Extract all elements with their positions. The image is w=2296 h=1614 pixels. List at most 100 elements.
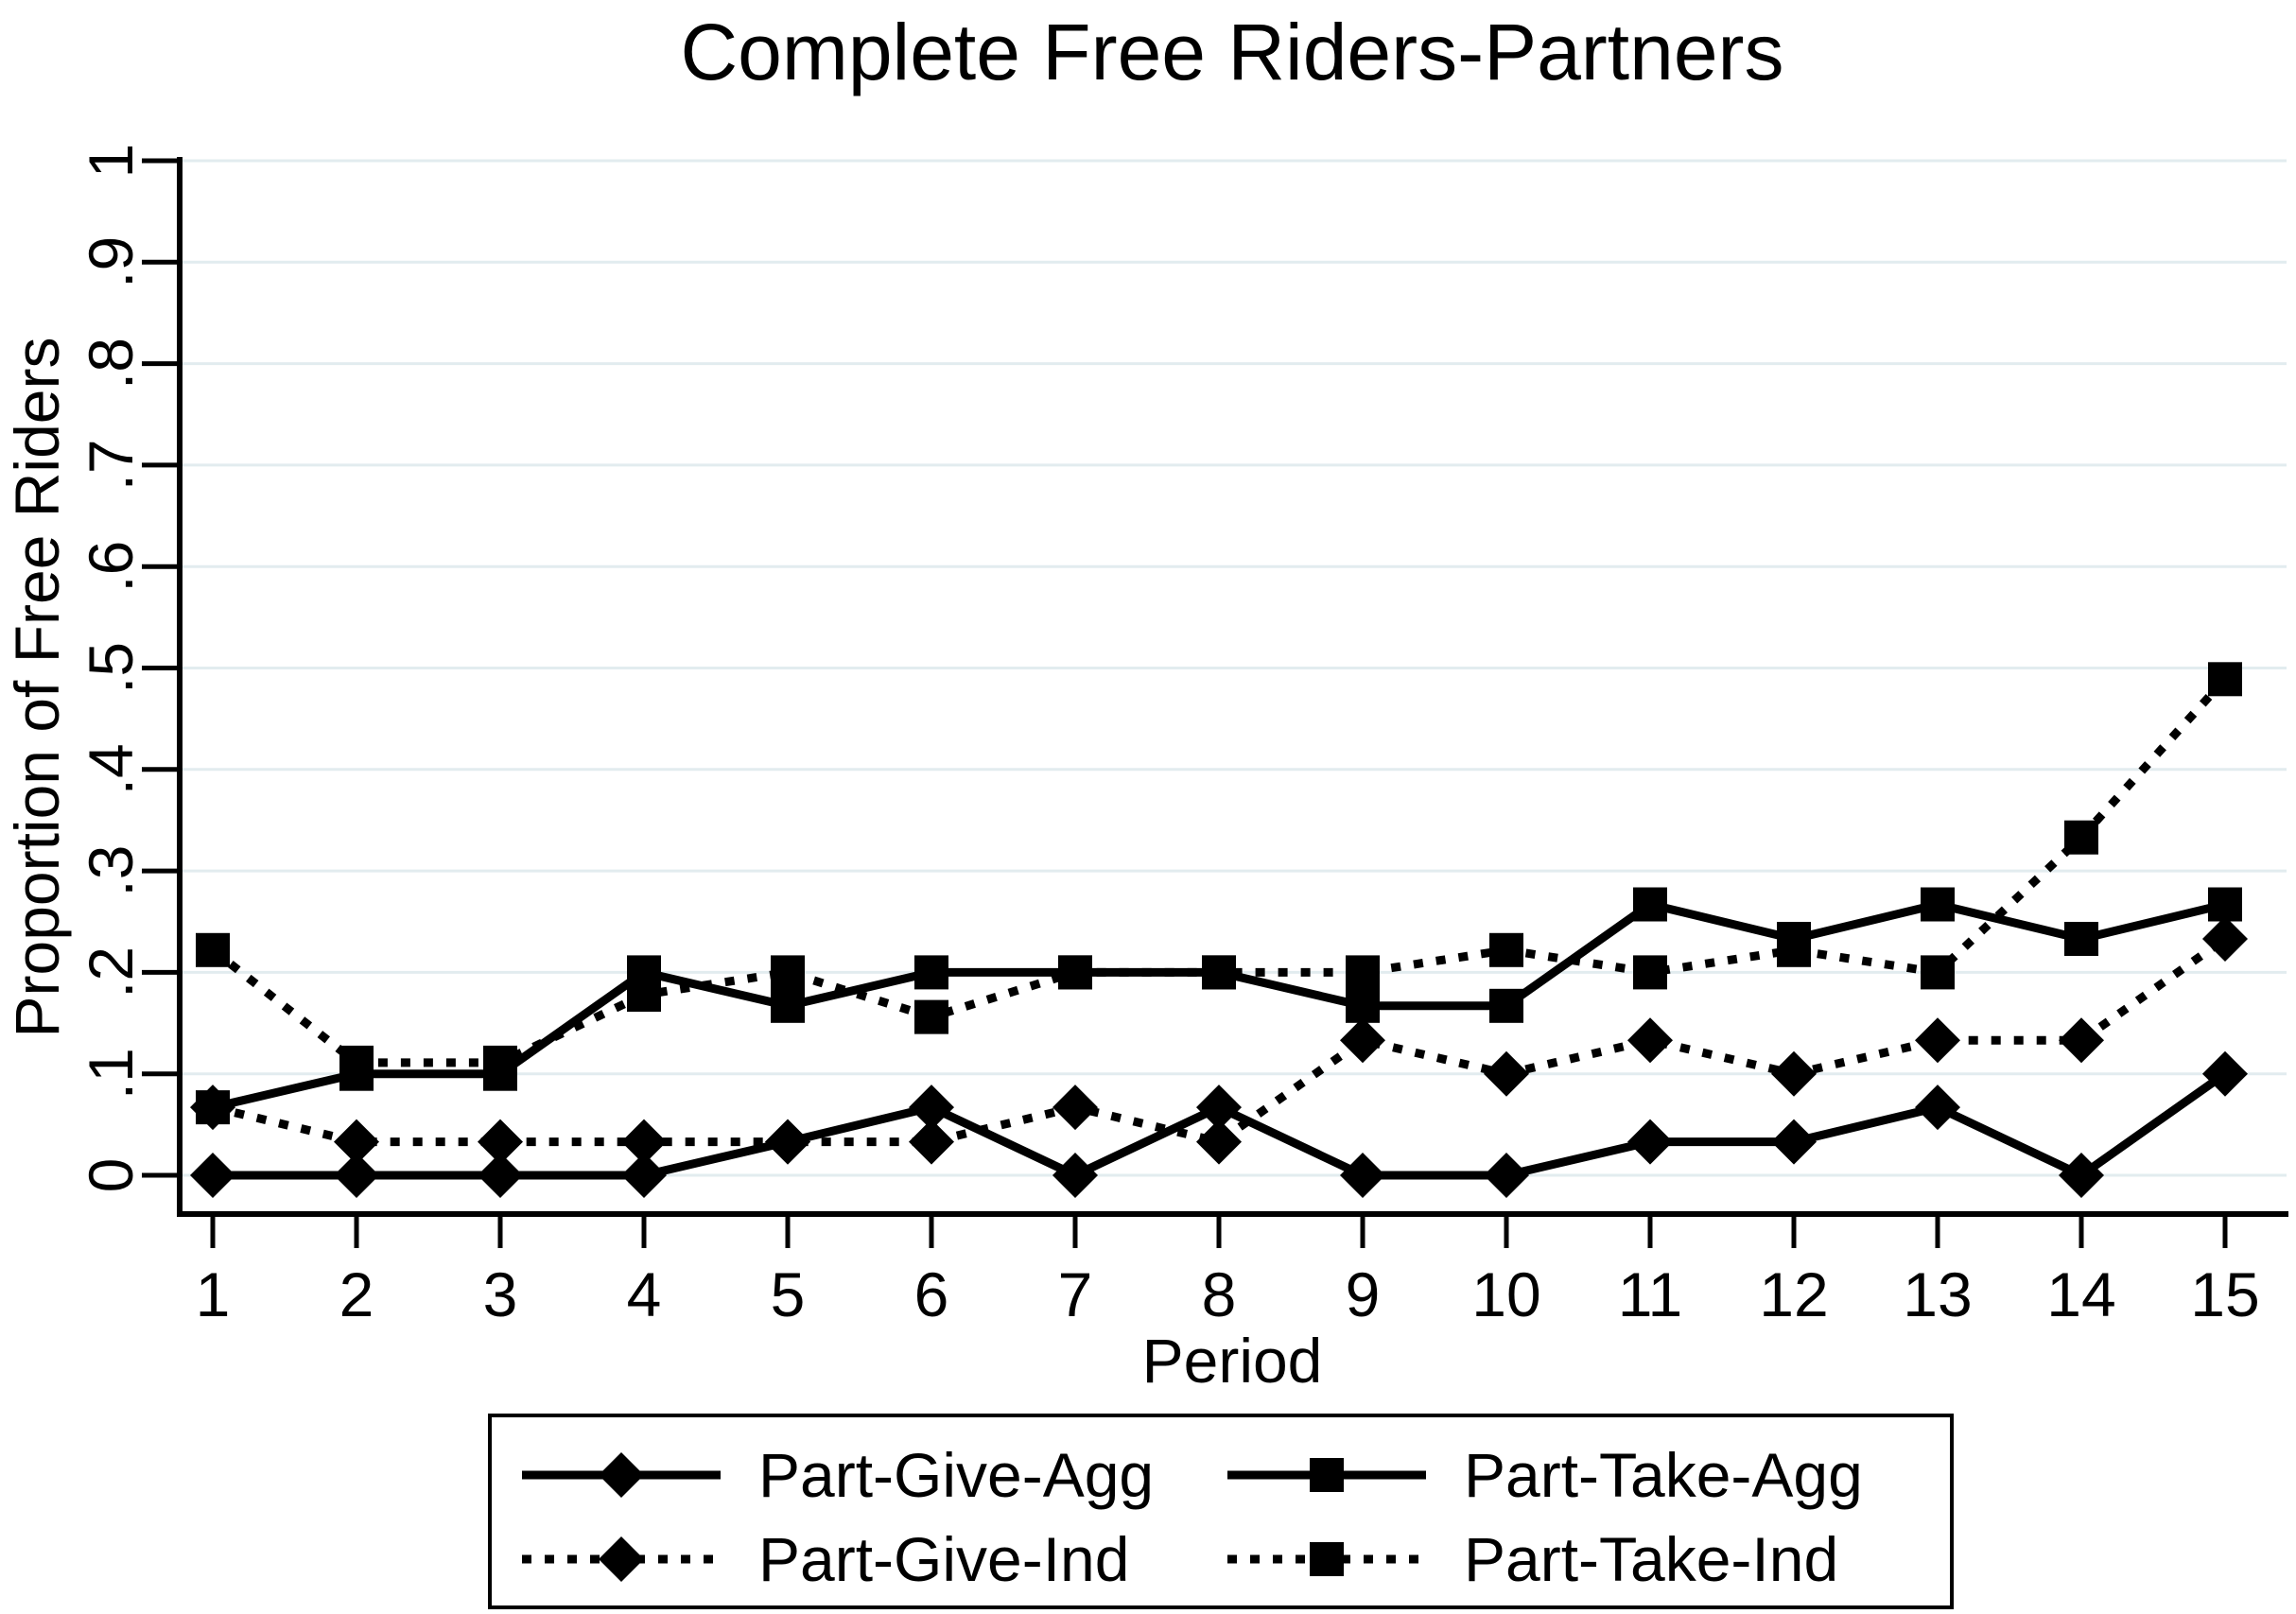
data-point-square — [1058, 955, 1092, 990]
data-point-square — [771, 988, 805, 1023]
data-point-square — [2064, 921, 2098, 956]
data-point-diamond — [1627, 1119, 1673, 1165]
chart-title: Complete Free Riders-Partners — [680, 8, 1783, 96]
x-tick-label: 10 — [1471, 1259, 1540, 1329]
y-tick-label: .3 — [76, 845, 146, 897]
data-point-diamond — [1196, 1085, 1242, 1131]
legend-label: Part-Give-Agg — [758, 1440, 1154, 1510]
data-point-square — [1921, 955, 1955, 990]
legend-entry-part-give-agg: Part-Give-Agg — [522, 1440, 1154, 1510]
data-point-diamond — [2202, 915, 2248, 962]
data-point-square — [914, 999, 948, 1034]
data-point-square — [2208, 887, 2242, 922]
axes: 0.1.2.3.4.5.6.7.8.911 2 3 4 5 6 7 8 9 10 11 12 13 14 1… — [76, 144, 2288, 1329]
data-point-diamond — [909, 1085, 954, 1131]
legend-label: Part-Take-Ind — [1464, 1524, 1838, 1594]
data-point-diamond — [1052, 1153, 1098, 1198]
data-point-square — [627, 978, 661, 1013]
y-tick-label: .5 — [76, 642, 146, 694]
legend-box — [488, 1414, 1954, 1609]
series-part-take-ind — [196, 662, 2242, 1080]
data-point-diamond — [478, 1153, 523, 1198]
data-point-diamond — [1771, 1119, 1817, 1165]
x-axis-title: Period — [1142, 1326, 1323, 1396]
data-point-square — [1310, 1542, 1344, 1576]
data-point-diamond — [334, 1119, 379, 1165]
data-point-diamond — [2059, 1153, 2104, 1198]
y-tick-label: 1 — [76, 144, 146, 179]
y-tick-label: .9 — [76, 236, 146, 288]
data-point-square — [1489, 932, 1523, 967]
data-point-diamond — [599, 1452, 644, 1498]
series-part-give-ind — [190, 915, 2248, 1165]
data-point-square — [1777, 932, 1811, 967]
legend-entry-part-give-ind: Part-Give-Ind — [522, 1524, 1129, 1594]
legend-entry-part-take-agg: Part-Take-Agg — [1227, 1440, 1863, 1510]
data-point-diamond — [478, 1119, 523, 1165]
data-point-diamond — [1484, 1050, 1529, 1097]
x-tick-label: 7 — [1058, 1259, 1093, 1329]
data-point-square — [1921, 887, 1955, 922]
y-tick-label: .1 — [76, 1048, 146, 1100]
data-point-square — [914, 955, 948, 990]
data-point-diamond — [621, 1119, 667, 1165]
data-point-diamond — [190, 1085, 235, 1131]
data-point-diamond — [909, 1119, 954, 1165]
data-point-diamond — [1052, 1085, 1098, 1131]
data-point-square — [2064, 820, 2098, 855]
data-point-square — [1633, 955, 1667, 990]
data-point-diamond — [1915, 1017, 1960, 1064]
data-point-square — [1489, 988, 1523, 1023]
x-tick-label: 15 — [2190, 1259, 2259, 1329]
data-point-diamond — [1196, 1119, 1242, 1165]
data-point-diamond — [599, 1536, 644, 1582]
x-tick-label: 1 — [196, 1259, 231, 1329]
x-tick-label: 3 — [483, 1259, 518, 1329]
data-point-diamond — [1340, 1017, 1385, 1064]
x-tick-label: 9 — [1346, 1259, 1381, 1329]
x-tick-label: 14 — [2046, 1259, 2115, 1329]
legend-label: Part-Give-Ind — [758, 1524, 1129, 1594]
legend: Part-Give-Agg Part-Take-Agg Part-Give-Ind P… — [488, 1414, 1954, 1609]
y-tick-label: .8 — [76, 338, 146, 390]
data-point-square — [196, 932, 230, 967]
y-tick-label: .7 — [76, 439, 146, 491]
x-tick-label: 8 — [1202, 1259, 1237, 1329]
data-point-diamond — [1484, 1153, 1529, 1198]
data-point-diamond — [1915, 1085, 1960, 1131]
y-tick-label: .2 — [76, 946, 146, 998]
data-series — [190, 662, 2248, 1198]
y-tick-label: .6 — [76, 541, 146, 593]
data-point-diamond — [190, 1153, 235, 1198]
y-axis-title: Proportion of Free Riders — [2, 338, 72, 1038]
gridlines — [180, 159, 2287, 1177]
data-point-square — [771, 955, 805, 990]
y-tick-label: .4 — [76, 743, 146, 795]
legend-label: Part-Take-Agg — [1464, 1440, 1863, 1510]
data-point-diamond — [2202, 1050, 2248, 1097]
data-point-diamond — [1771, 1050, 1817, 1097]
data-point-diamond — [621, 1153, 667, 1198]
data-point-square — [483, 1045, 517, 1080]
data-point-square — [1346, 955, 1380, 990]
y-tick-label: 0 — [76, 1158, 146, 1193]
x-tick-label: 5 — [771, 1259, 806, 1329]
x-tick-label: 4 — [627, 1259, 662, 1329]
data-point-square — [339, 1045, 374, 1080]
data-point-square — [1633, 887, 1667, 922]
x-tick-label: 6 — [914, 1259, 949, 1329]
data-point-diamond — [1627, 1017, 1673, 1064]
x-tick-label: 13 — [1903, 1259, 1972, 1329]
data-point-diamond — [1340, 1153, 1385, 1198]
x-tick-label: 12 — [1759, 1259, 1828, 1329]
x-tick-label: 11 — [1618, 1259, 1683, 1329]
data-point-square — [1310, 1458, 1344, 1492]
legend-entry-part-take-ind: Part-Take-Ind — [1227, 1524, 1838, 1594]
x-tick-label: 2 — [339, 1259, 374, 1329]
data-point-diamond — [334, 1153, 379, 1198]
data-point-square — [1202, 955, 1236, 990]
data-point-diamond — [2059, 1017, 2104, 1064]
data-point-diamond — [765, 1119, 810, 1165]
data-point-square — [2208, 662, 2242, 697]
